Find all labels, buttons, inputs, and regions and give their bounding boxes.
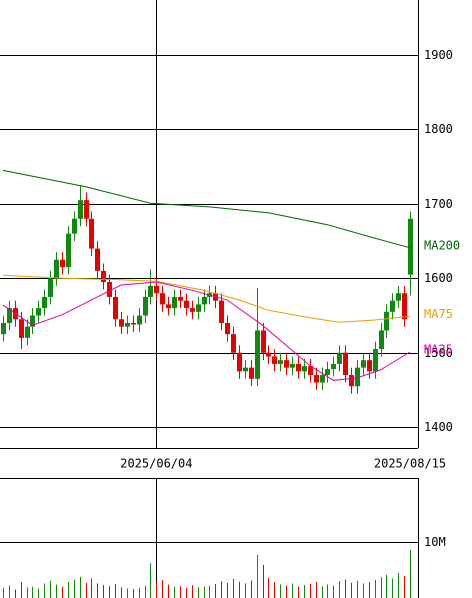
x-tick-label: 2025/08/15 <box>374 457 446 471</box>
candle-body <box>284 360 289 368</box>
candle-body <box>390 300 395 312</box>
candle-body <box>154 285 159 294</box>
candle-body <box>166 304 171 309</box>
candle-body <box>331 363 336 370</box>
y-tick-label: 1500 <box>424 346 453 360</box>
candle-body <box>349 375 354 387</box>
candle-body <box>266 352 271 357</box>
candle-body <box>202 296 207 305</box>
candle-body <box>296 363 301 372</box>
candle-body <box>48 278 53 297</box>
y-tick-label: 1700 <box>424 197 453 211</box>
candle-body <box>30 315 35 327</box>
candle-body <box>302 366 307 372</box>
candle-body <box>196 304 201 312</box>
legend-label: MA75 <box>424 307 453 321</box>
candle-body <box>148 285 153 297</box>
candle-body <box>160 293 165 305</box>
candle-body <box>190 308 195 312</box>
candle-body <box>384 311 389 331</box>
candle-body <box>101 270 106 283</box>
candle-body <box>54 259 59 279</box>
candle-body <box>320 375 325 383</box>
candle-body <box>184 300 189 309</box>
candle-body <box>373 349 378 372</box>
candle-body <box>337 352 342 364</box>
candle-body <box>66 233 71 268</box>
candle-body <box>84 200 89 219</box>
candle-body <box>60 259 65 268</box>
candle-body <box>172 296 177 309</box>
candle-body <box>367 360 372 372</box>
candle-body <box>131 322 136 325</box>
candle-body <box>119 319 124 327</box>
candle-body <box>278 360 283 364</box>
candle-body <box>396 293 401 301</box>
candle-body <box>113 296 118 320</box>
candle-body <box>89 218 94 249</box>
candle-body <box>325 369 330 376</box>
candle-body <box>25 326 30 338</box>
candle-body <box>290 363 295 368</box>
y-tick-label: 1800 <box>424 122 453 136</box>
candle-body <box>249 367 254 379</box>
y-tick-label: 1900 <box>424 48 453 62</box>
candle-body <box>36 308 41 316</box>
candle-body <box>402 293 407 320</box>
candle-body <box>272 356 277 364</box>
candle-body <box>19 319 24 338</box>
candle-body <box>219 300 224 323</box>
ma-line <box>2 169 411 249</box>
candle-body <box>261 330 266 353</box>
volume-tick-label: 10M <box>424 535 446 549</box>
candle-body <box>42 296 47 309</box>
candle-body <box>355 367 360 387</box>
y-tick-label: 1600 <box>424 271 453 285</box>
candle-body <box>7 308 12 323</box>
candle-body <box>137 315 142 325</box>
candle-body <box>125 322 130 327</box>
candle-body <box>379 330 384 350</box>
candle-body <box>343 352 348 376</box>
candle-body <box>143 296 148 316</box>
candle-body <box>408 218 413 275</box>
candle-body <box>1 322 6 335</box>
candle-body <box>308 366 313 376</box>
legend-label: MA25 <box>424 343 453 357</box>
ma-line <box>2 281 411 381</box>
candle-body <box>72 218 77 234</box>
candle-body <box>255 330 260 379</box>
candle-body <box>314 375 319 383</box>
candle-body <box>225 322 230 335</box>
candle-body <box>231 334 236 353</box>
y-tick-label: 1400 <box>424 420 453 434</box>
ma-line <box>2 274 411 323</box>
x-tick-label: 2025/06/04 <box>120 457 192 471</box>
candle-body <box>95 248 100 271</box>
candle-body <box>237 352 242 372</box>
legend-label: MA200 <box>424 238 460 252</box>
candle-body <box>178 296 183 301</box>
candle-body <box>107 282 112 297</box>
candle-body <box>243 367 248 372</box>
candle-body <box>78 200 83 219</box>
candle-body <box>361 360 366 368</box>
